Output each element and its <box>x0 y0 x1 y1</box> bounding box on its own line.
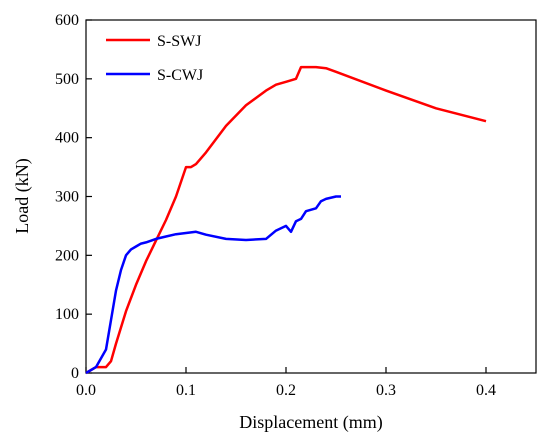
x-tick-label: 0.2 <box>276 382 296 399</box>
legend-label-s-swj: S-SWJ <box>157 33 201 50</box>
y-tick-label: 400 <box>55 130 79 147</box>
x-tick-label: 0.1 <box>176 382 196 399</box>
series-lines <box>85 65 487 375</box>
y-tick-label: 0 <box>71 365 79 382</box>
y-tick-label: 500 <box>55 71 79 88</box>
y-tick-label: 200 <box>55 247 79 264</box>
x-tick-label: 0.0 <box>76 382 96 399</box>
y-axis-ticks: 0 100 200 300 400 500 600 <box>55 12 92 382</box>
y-axis-title: Load (kN) <box>12 158 33 233</box>
series-line-s-swj <box>85 65 487 375</box>
series-line-s-cwj <box>85 195 341 375</box>
x-tick-label: 0.4 <box>476 382 496 399</box>
x-axis-ticks: 0.0 0.1 0.2 0.3 0.4 <box>76 367 496 399</box>
y-tick-label: 600 <box>55 12 79 29</box>
plot-frame <box>85 19 537 374</box>
y-tick-label: 100 <box>55 306 79 323</box>
legend: S-SWJ S-CWJ <box>106 33 203 84</box>
legend-label-s-cwj: S-CWJ <box>157 67 203 84</box>
x-axis-title: Displacement (mm) <box>239 412 382 433</box>
y-tick-label: 300 <box>55 189 79 206</box>
x-tick-label: 0.3 <box>376 382 396 399</box>
